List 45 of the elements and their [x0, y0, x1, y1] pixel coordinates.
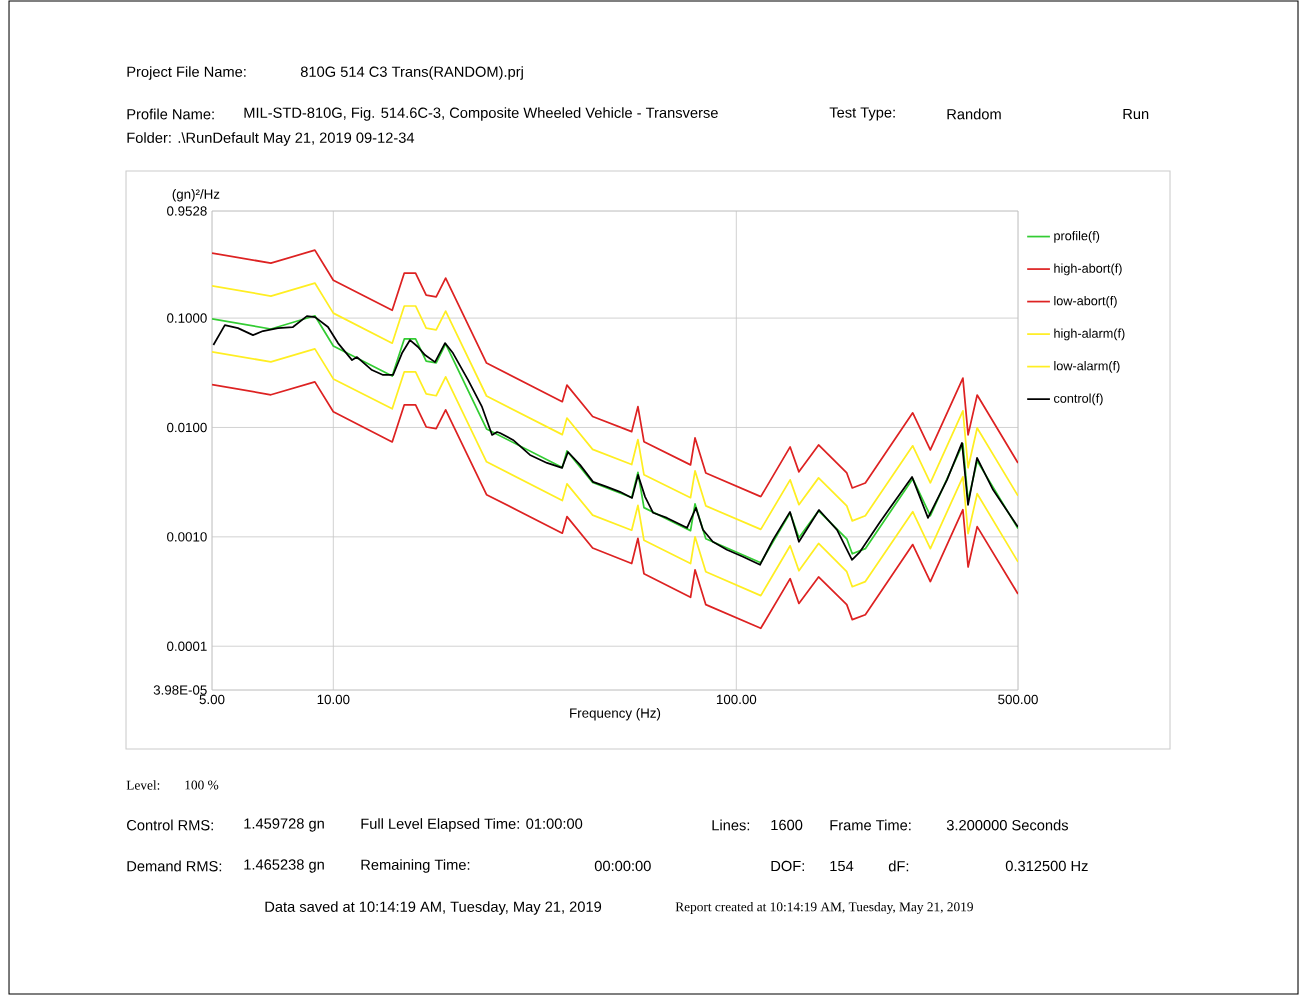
text: Lines: — [712, 819, 750, 831]
text: dF: — [888, 860, 909, 872]
x-axis-title: Frequency (Hz) — [570, 707, 661, 721]
y-tick-label: 0.9528 — [167, 206, 207, 216]
text: Profile Name: — [127, 108, 214, 120]
text: 0.312500 Hz — [1005, 860, 1088, 872]
text: Test Type: — [829, 107, 895, 121]
text: Random — [947, 108, 1001, 120]
y-tick-label: 0.0100 — [167, 422, 207, 433]
text: 3.200000 Seconds — [946, 819, 1069, 831]
y-tick-label: 3.98E-05 — [153, 685, 207, 695]
legend-label: profile(f) — [1054, 230, 1100, 243]
text: 100 % — [185, 780, 219, 790]
x-tick-label: 100.00 — [716, 694, 757, 705]
text: 1600 — [771, 819, 803, 831]
legend-label: control(f) — [1054, 393, 1103, 406]
y-tick-label: 0.1000 — [167, 313, 207, 323]
text: DOF: — [771, 860, 804, 872]
y-tick-label: 0.0001 — [167, 641, 207, 651]
text: 1.465238 gn — [244, 859, 324, 873]
text: Remaining Time: — [361, 859, 470, 873]
y-axis-title: (gn)²/Hz — [172, 189, 220, 202]
text: Report created at 10:14:19 AM, Tuesday, May 21, 2019 — [675, 901, 973, 915]
text: Run — [1123, 108, 1149, 120]
text: Frame Time: — [830, 819, 911, 831]
text: Control RMS: — [127, 819, 213, 831]
text: Level: — [126, 780, 160, 790]
legend-label: low-alarm(f) — [1054, 361, 1120, 373]
x-tick-label: 5.00 — [199, 694, 225, 705]
text: 810G 514 C3 Trans(RANDOM).prj — [300, 66, 523, 80]
y-tick-label: 0.0010 — [167, 532, 207, 542]
legend-label: high-alarm(f) — [1054, 328, 1125, 341]
text: Full Level Elapsed Time: 01:00:00 — [361, 818, 583, 832]
text: Demand RMS: — [127, 860, 222, 872]
text: Project File Name: — [127, 66, 246, 80]
text: MIL-STD-810G, Fig. 514.6C-3, Composite Wheeled Vehicle - Transverse — [244, 107, 718, 121]
text: 1.459728 gn — [244, 818, 324, 832]
text: 00:00:00 — [594, 860, 651, 872]
legend-label: high-abort(f) — [1054, 263, 1122, 276]
x-tick-label: 500.00 — [998, 694, 1038, 705]
legend-label: low-abort(f) — [1054, 296, 1117, 308]
x-tick-label: 10.00 — [317, 694, 350, 705]
text: 154 — [830, 860, 854, 872]
text: Data saved at 10:14:19 AM, Tuesday, May 21, 2019 — [265, 901, 602, 915]
text: Folder: .\RunDefault May 21, 2019 09-12-34 — [127, 132, 415, 146]
